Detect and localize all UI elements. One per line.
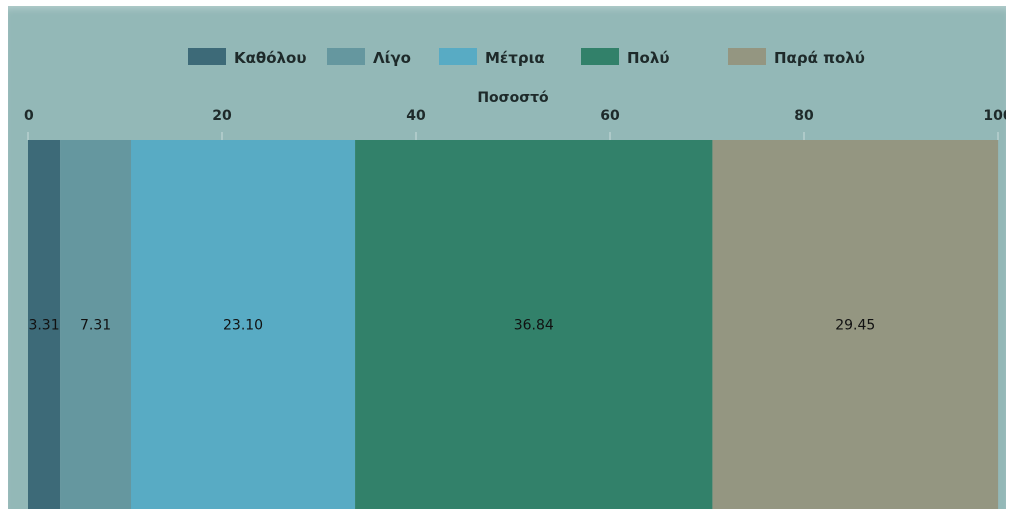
legend-label: Καθόλου xyxy=(234,49,306,67)
legend-item-2: Λίγο xyxy=(327,48,411,67)
bar-segment-4 xyxy=(355,140,713,509)
legend-item-3: Μέτρια xyxy=(439,48,545,67)
stacked-bar-chart: Καθόλου Λίγο Μέτρια Πολύ Παρά πολύ Ποσοστό 0… xyxy=(24,48,1006,509)
legend-swatch xyxy=(581,48,619,65)
x-axis: 0 20 40 60 80 100 xyxy=(24,108,1006,140)
legend-label: Παρά πολύ xyxy=(774,49,865,67)
legend-swatch xyxy=(188,48,226,65)
x-tick-label-40: 40 xyxy=(406,108,426,124)
bar-segments xyxy=(28,140,999,509)
legend-swatch xyxy=(728,48,766,65)
data-label-1: 3.31 xyxy=(28,318,59,334)
bar-segment-5 xyxy=(712,140,999,509)
x-tick-label-80: 80 xyxy=(794,108,814,124)
bar-segment-3 xyxy=(131,140,356,509)
bar-segment-1 xyxy=(28,140,61,509)
legend-swatch xyxy=(439,48,477,65)
legend-swatch xyxy=(327,48,365,65)
legend-label: Λίγο xyxy=(373,49,411,67)
legend-item-4: Πολύ xyxy=(581,48,669,67)
legend-item-1: Καθόλου xyxy=(188,48,306,67)
data-label-4: 36.84 xyxy=(514,318,554,334)
x-tick-label-100: 100 xyxy=(983,108,1006,124)
legend: Καθόλου Λίγο Μέτρια Πολύ Παρά πολύ xyxy=(188,48,865,67)
data-label-2: 7.31 xyxy=(80,318,111,334)
bar-segment-2 xyxy=(60,140,132,509)
x-tick-label-60: 60 xyxy=(600,108,620,124)
data-label-3: 23.10 xyxy=(223,318,263,334)
data-labels: 3.31 7.31 23.10 36.84 29.45 xyxy=(28,318,875,334)
legend-item-5: Παρά πολύ xyxy=(728,48,865,67)
legend-label: Μέτρια xyxy=(485,49,545,67)
legend-label: Πολύ xyxy=(627,49,669,67)
x-tick-label-20: 20 xyxy=(212,108,232,124)
chart-panel: Καθόλου Λίγο Μέτρια Πολύ Παρά πολύ Ποσοστό 0… xyxy=(8,6,1006,509)
x-axis-title: Ποσοστό xyxy=(477,90,549,106)
data-label-5: 29.45 xyxy=(835,318,875,334)
x-tick-label-0: 0 xyxy=(24,108,34,124)
